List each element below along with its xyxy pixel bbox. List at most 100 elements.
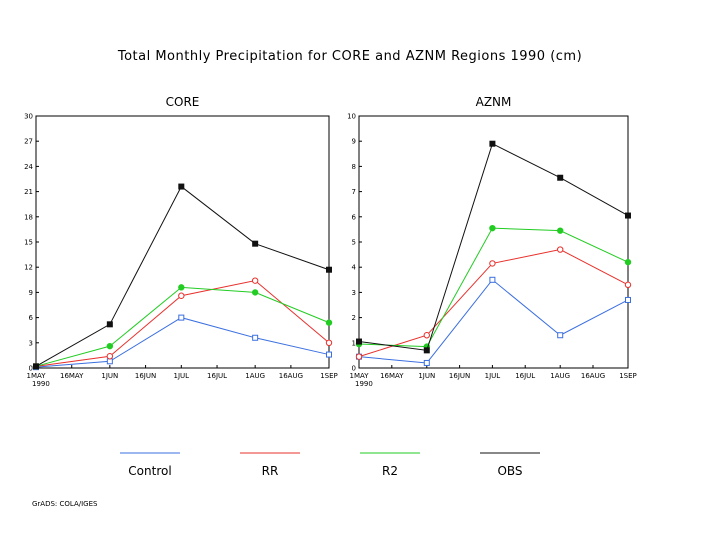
plot-frame — [358, 115, 629, 369]
series-obs — [33, 183, 332, 370]
x-tick-label: 16JUN — [449, 372, 470, 380]
panel-aznm: AZNM 0 1 2 3 4 5 6 7 8 9 10 1MAY 16MAY 1JUN 16JUN 1JUL 16… — [347, 95, 637, 388]
y-tick-label: 27 — [24, 138, 33, 146]
panel-title: CORE — [166, 95, 200, 109]
series-obs — [356, 140, 631, 354]
x-tick-label: 16AUG — [279, 372, 303, 380]
x-tick-label: 16MAY — [60, 372, 84, 380]
y-tick-label: 9 — [29, 289, 33, 297]
y-tick-label: 3 — [29, 339, 33, 347]
data-point — [106, 353, 114, 360]
x-tick-label: 1JUN — [418, 372, 435, 380]
x-tick-label: 1MAY — [349, 372, 369, 380]
series-line — [358, 279, 629, 364]
y-tick-label: 5 — [352, 239, 356, 247]
y-tick-label: 6 — [352, 213, 357, 221]
data-point — [355, 353, 363, 360]
legend-label: RR — [262, 464, 279, 478]
y-tick-label: 0 — [352, 365, 356, 373]
y-tick-label: 10 — [347, 113, 356, 121]
data-point — [251, 277, 259, 284]
legend-item-rr: RR — [240, 452, 300, 478]
data-point — [557, 227, 564, 234]
series-rr — [32, 277, 333, 370]
data-point — [106, 342, 114, 350]
data-point — [325, 339, 333, 346]
data-point — [325, 319, 333, 326]
x-tick-label: 1SEP — [320, 372, 338, 380]
x-tick-label: 16MAY — [380, 372, 404, 380]
y-tick-label: 12 — [24, 264, 33, 272]
data-point — [489, 224, 496, 232]
data-point — [423, 347, 430, 354]
x-tick-label: 16JUN — [135, 372, 156, 380]
x-tick-label: 1JUL — [174, 372, 190, 380]
series-control — [356, 276, 631, 366]
series-line — [35, 185, 330, 367]
y-tick-label: 9 — [352, 138, 356, 146]
x-tick-label: 16JUL — [207, 372, 227, 380]
data-point — [251, 289, 259, 296]
y-tick-label: 7 — [352, 188, 356, 196]
x-tick-label: 16AUG — [581, 372, 605, 380]
figure-title: Total Monthly Precipitation for CORE and… — [117, 49, 582, 64]
series-rr — [355, 246, 632, 360]
plot-frame — [35, 115, 330, 369]
legend-item-obs: OBS — [480, 452, 540, 478]
data-point — [557, 332, 564, 339]
legend-label: Control — [128, 464, 171, 478]
y-tick-label: 2 — [352, 314, 356, 322]
y-tick-label: 21 — [24, 188, 33, 196]
data-point — [33, 363, 39, 370]
x-tick-label: 16JUL — [515, 372, 535, 380]
data-point — [252, 240, 259, 247]
data-point — [252, 334, 259, 341]
data-point — [423, 332, 430, 339]
x-year-label: 1990 — [32, 380, 50, 388]
data-point — [489, 276, 496, 283]
x-tick-label: 1SEP — [619, 372, 637, 380]
credit-text: GrADS: COLA/IGES — [32, 500, 98, 508]
x-tick-label: 1MAY — [26, 372, 46, 380]
data-point — [106, 358, 113, 365]
panel-core: CORE 0 3 6 9 12 15 18 21 24 27 30 1MAY 16MAY 1JUN 16JUN… — [24, 95, 338, 388]
y-tick-label: 0 — [29, 365, 33, 373]
data-point — [326, 351, 332, 358]
series-line — [35, 317, 330, 368]
y-tick-label: 24 — [24, 163, 33, 171]
data-point — [489, 140, 496, 147]
data-point — [625, 212, 631, 219]
series-line — [358, 143, 629, 351]
series-r2 — [32, 284, 333, 370]
data-point — [557, 246, 564, 253]
legend-label: OBS — [497, 464, 522, 478]
legend-item-control: Control — [120, 452, 180, 478]
data-point — [557, 174, 564, 181]
y-tick-label: 15 — [24, 239, 33, 247]
y-tick-label: 3 — [352, 289, 356, 297]
y-tick-label: 30 — [24, 113, 33, 121]
legend: Control RR R2 OBS — [120, 452, 540, 478]
data-point — [178, 314, 185, 321]
data-point — [624, 281, 632, 289]
x-tick-label: 1JUL — [485, 372, 501, 380]
data-point — [625, 296, 631, 303]
y-tick-label: 1 — [352, 339, 356, 347]
y-tick-label: 18 — [24, 213, 33, 221]
data-point — [326, 266, 332, 273]
legend-item-r2: R2 — [360, 452, 420, 478]
legend-label: R2 — [382, 464, 398, 478]
data-point — [178, 292, 185, 299]
data-point — [489, 260, 496, 267]
y-tick-label: 4 — [352, 264, 357, 272]
y-tick-label: 8 — [352, 163, 356, 171]
x-tick-label: 1JUN — [101, 372, 118, 380]
x-tick-label: 1AUG — [550, 372, 570, 380]
data-point — [178, 183, 185, 190]
data-point — [423, 359, 430, 366]
series-line — [35, 286, 330, 367]
series-r2 — [355, 224, 632, 350]
x-tick-label: 1AUG — [245, 372, 265, 380]
